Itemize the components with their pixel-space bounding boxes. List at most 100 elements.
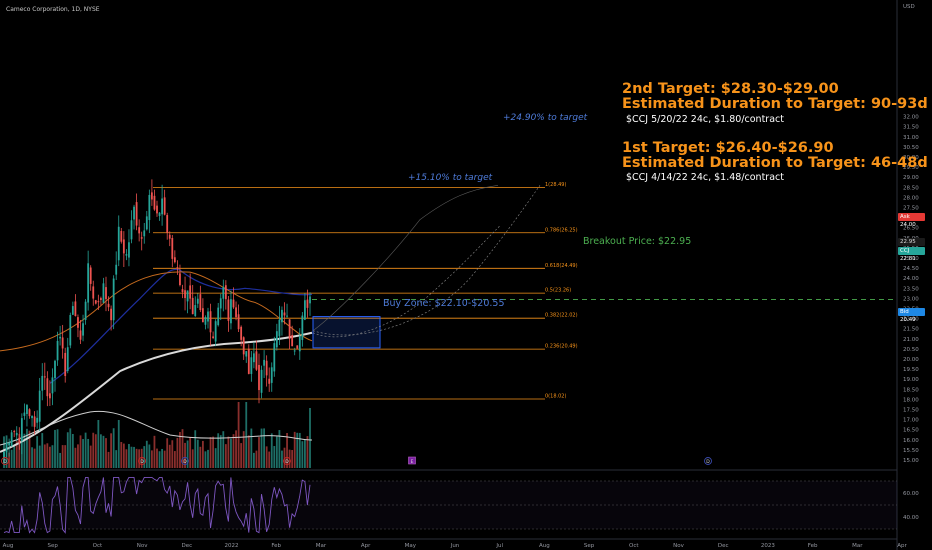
x-tick-label: Apr [361,543,371,549]
target2-heading: 2nd Target: $28.30-$29.00 [622,81,839,97]
volume-bar [217,433,220,468]
volume-bar [15,440,18,468]
candle-body [56,340,59,361]
dividend-marker [283,457,291,465]
candle-body [28,409,31,417]
fib-level-label: 0.236(20.49) [545,344,578,350]
moving-averages [0,268,313,453]
candle-body [288,319,291,339]
volume-bar [209,437,212,468]
x-tick-label: Mar [316,543,327,549]
volume-bar [135,448,138,468]
candle-body [49,393,51,399]
y-tick-label: 29.50 [903,165,919,171]
sma-200-line [0,331,313,453]
volume-bar [168,444,171,468]
y-tick-label: 16.50 [903,428,919,434]
y-tick-label: 30.00 [903,155,919,161]
volume-bar [181,429,184,468]
volume-bar [125,449,128,468]
volume-bar [273,446,276,468]
volume-bar [298,432,301,468]
y-tick-label: 21.50 [903,327,919,333]
volume-bar [224,444,227,468]
candle-body [166,215,169,233]
candle-body [265,360,268,376]
volume-bar [281,450,283,468]
candle-body [196,298,199,304]
volume-bar [143,446,146,468]
volume-bar [56,429,59,468]
candle-body [158,212,161,216]
y-tick-label: 17.00 [903,418,919,424]
x-tick-label: 2023 [761,543,775,549]
event-marker-letter: D [140,459,144,465]
candle-body [3,452,5,459]
fib-level-label: 0.786(26.25) [545,227,578,233]
candle-body [15,432,18,436]
pct-to-target1: +15.10% to target [408,173,493,183]
x-tick-label: Oct [629,543,639,549]
x-tick-label: Oct [93,543,103,549]
volume-bar [49,446,51,468]
candle-body [10,432,13,447]
candle-body [199,294,202,311]
candle-body [51,377,54,394]
x-tick-label: Nov [137,543,148,549]
candle-body [18,437,21,444]
candle-body [181,289,184,292]
x-tick-label: Aug [539,543,550,549]
candle-body [278,319,281,337]
y-tick-label: 21.00 [903,337,919,343]
candle-body [204,317,207,325]
fib-level-label: 1(28.49) [545,182,566,188]
volume-bar [130,446,133,468]
x-tick-label: Feb [271,543,281,549]
volume-bar [204,451,207,468]
volume-bar [278,430,281,468]
volume-bar [31,447,33,468]
volume-bar [82,439,84,468]
volume-bar [107,451,110,468]
volume-bar [87,438,90,468]
x-tick-label: Jul [495,543,503,549]
candle-body [171,238,174,259]
candle-body [273,343,276,372]
candle-body [207,311,209,322]
y-tick-label: 24.00 [903,276,919,282]
dividend-marker [1,457,9,465]
volume-bar [240,443,243,468]
volume-bar [291,450,294,468]
volume-bar [59,452,61,468]
volume-bar [186,440,189,468]
y-tick-label: 26.50 [903,226,919,232]
x-tick-label: Aug [3,543,14,549]
last-value-top: 22.95 [900,239,916,245]
volume-bar [13,444,16,468]
last-price-top-tag: 22.95 [898,238,925,246]
candle-body [173,257,176,263]
projection-curve-2 [312,185,541,336]
candle-body [143,230,146,237]
volume-bar [100,434,102,468]
candle-body [120,230,123,242]
candle-body [61,337,64,349]
candle-body [122,239,125,254]
target1-heading: 1st Target: $26.40-$26.90 [622,140,834,156]
y-axis-unit: USD [903,4,915,10]
volume-bar [191,449,194,468]
volume-bar [296,432,299,468]
volume-bar [128,443,130,468]
y-tick-label: 20.00 [903,357,919,363]
candle-body [286,315,288,317]
x-tick-label: Dec [718,543,729,549]
candle-body [71,306,74,315]
volume-bar [255,450,258,468]
volume-bar [156,448,158,468]
candle-body [268,378,271,384]
volume-bar [110,433,112,468]
y-tick-label: 18.00 [903,397,919,403]
candle-body [255,351,258,370]
volume-bar [122,443,125,468]
